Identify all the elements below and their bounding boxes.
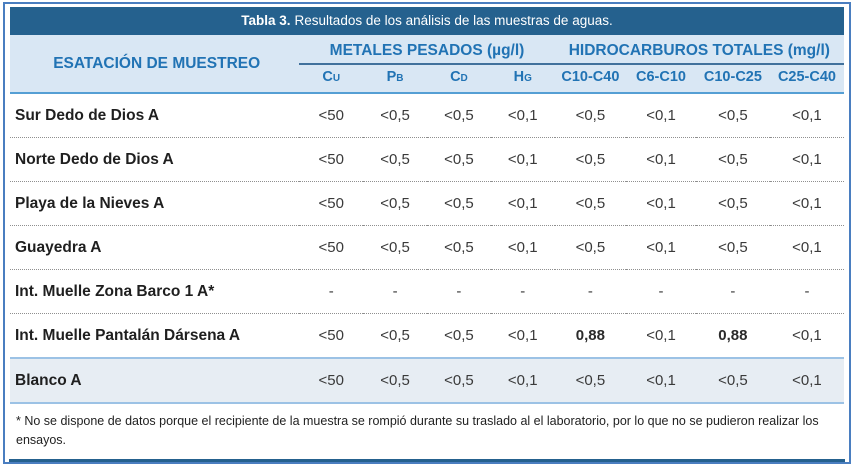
table-row: Sur Dedo de Dios A <50 <0,5 <0,5 <0,1 <0,5 <0,… xyxy=(10,93,844,138)
cell-value: <0,5 xyxy=(380,327,410,344)
station-name: Playa de la Nieves A xyxy=(15,194,165,212)
station-name: Guayedra A xyxy=(15,238,102,256)
cell-value: <0,5 xyxy=(380,195,410,212)
column-group-hydrocarbons: HIDROCARBUROS TOTALES (mg/l) xyxy=(554,35,844,65)
cell-value: <0,1 xyxy=(792,195,822,212)
cell-value: <50 xyxy=(318,107,344,124)
cell-value: <0,5 xyxy=(444,327,474,344)
cell-value: <0,1 xyxy=(507,151,538,168)
cell-value: <50 xyxy=(318,327,344,344)
column-group-metals: METALES PESADOS (µg/l) xyxy=(299,35,555,65)
cell-value: <0,5 xyxy=(444,372,474,389)
cell-value: <0,5 xyxy=(575,151,606,168)
cell-value: - xyxy=(730,283,736,300)
cell-value: <0,1 xyxy=(792,239,822,256)
table-row: Norte Dedo de Dios A <50 <0,5 <0,5 <0,1 <0,5 <… xyxy=(10,137,844,182)
column-header-c25-c40: C25-C40 xyxy=(769,64,844,94)
cell-value: <0,5 xyxy=(575,372,606,389)
cell-value: <0,5 xyxy=(718,107,748,124)
column-header-pb: Pb xyxy=(363,64,427,94)
table-row: Int. Muelle Zona Barco 1 A* - - - - - - - - xyxy=(10,269,844,314)
cell-value: <0,1 xyxy=(792,107,822,124)
column-header-cu: Cu xyxy=(299,64,364,94)
cell-value: <0,1 xyxy=(507,372,538,389)
cell-value: <0,1 xyxy=(646,239,676,256)
station-name: Int. Muelle Zona Barco 1 A* xyxy=(15,282,215,300)
cell-value: <0,5 xyxy=(444,195,474,212)
cell-value: <0,1 xyxy=(792,372,822,389)
cell-value: <50 xyxy=(318,372,344,389)
cell-value: <0,1 xyxy=(646,372,676,389)
cell-value: - xyxy=(804,283,810,300)
cell-value: <0,1 xyxy=(646,327,676,344)
cell-value: <0,5 xyxy=(380,107,410,124)
cell-value: <0,1 xyxy=(507,239,538,256)
sub-header-row: Cu Pb Cd Hg C10-C40 C6-C10 C10-C25 C25-C… xyxy=(10,64,844,94)
cell-value: <0,5 xyxy=(444,107,474,124)
cell-value: <0,5 xyxy=(444,151,474,168)
cell-value: 0,88 xyxy=(575,327,605,344)
cell-value: <50 xyxy=(318,195,344,212)
cell-value: - xyxy=(658,283,664,300)
column-header-station: ESATACIÓN DE MUESTREO xyxy=(10,35,300,94)
cell-value: <0,5 xyxy=(380,239,410,256)
cell-value: - xyxy=(587,283,593,300)
cell-value: - xyxy=(456,283,462,300)
cell-value: <0,1 xyxy=(792,151,822,168)
cell-value: <0,5 xyxy=(575,195,606,212)
cell-value: <50 xyxy=(318,151,344,168)
station-name: Sur Dedo de Dios A xyxy=(15,106,160,124)
cell-value: - xyxy=(520,283,526,300)
table-row: Guayedra A <50 <0,5 <0,5 <0,1 <0,5 <0,1 <0,5 <0,… xyxy=(10,225,844,270)
table-number: Tabla 3. xyxy=(241,13,291,28)
cell-value: <0,1 xyxy=(507,107,538,124)
cell-value: <0,5 xyxy=(380,372,410,389)
cell-value: <0,1 xyxy=(646,195,676,212)
table-row: Playa de la Nieves A <50 <0,5 <0,5 <0,1 <0,5 <… xyxy=(10,181,844,226)
column-header-c10-c40: C10-C40 xyxy=(554,64,627,94)
cell-value: <0,5 xyxy=(575,239,606,256)
column-header-cd: Cd xyxy=(427,64,491,94)
station-name: Blanco A xyxy=(15,371,82,389)
cell-value: <0,5 xyxy=(444,239,474,256)
table-row: Int. Muelle Pantalán Dársena A <50 <0,5 <0,… xyxy=(10,313,844,359)
cell-value: <0,1 xyxy=(792,327,822,344)
group-header-row: ESATACIÓN DE MUESTREO METALES PESADOS (µ… xyxy=(10,35,844,94)
cell-value: <0,5 xyxy=(718,151,748,168)
cell-value: <0,1 xyxy=(507,195,538,212)
cell-value: - xyxy=(392,283,398,300)
table-title-banner: Tabla 3. Resultados de los análisis de la… xyxy=(10,7,844,35)
station-name: Norte Dedo de Dios A xyxy=(15,150,174,168)
cell-value: <50 xyxy=(318,239,344,256)
cell-value: <0,5 xyxy=(718,372,748,389)
cell-value: <0,1 xyxy=(646,107,676,124)
column-header-hg: Hg xyxy=(490,64,555,94)
station-name: Int. Muelle Pantalán Dársena A xyxy=(15,326,241,344)
column-header-c10-c25: C10-C25 xyxy=(695,64,770,94)
cell-value: <0,1 xyxy=(507,327,538,344)
cell-value: <0,5 xyxy=(380,151,410,168)
table-row: Blanco A <50 <0,5 <0,5 <0,1 <0,5 <0,1 <0,5 <0,1 xyxy=(10,358,844,403)
footnote: * No se dispone de datos porque el recip… xyxy=(16,414,819,448)
table-caption: Resultados de los análisis de las muestr… xyxy=(294,13,613,28)
bottom-rule xyxy=(9,459,845,462)
cell-value: <0,5 xyxy=(575,107,606,124)
results-table: ESATACIÓN DE MUESTREO METALES PESADOS (µ… xyxy=(10,35,844,404)
table-frame: Tabla 3. Resultados de los análisis de la… xyxy=(3,2,851,464)
cell-value: 0,88 xyxy=(718,327,748,344)
cell-value: <0,1 xyxy=(646,151,676,168)
cell-value: - xyxy=(328,283,334,300)
cell-value: <0,5 xyxy=(718,239,748,256)
cell-value: <0,5 xyxy=(718,195,748,212)
column-header-c6-c10: C6-C10 xyxy=(626,64,696,94)
